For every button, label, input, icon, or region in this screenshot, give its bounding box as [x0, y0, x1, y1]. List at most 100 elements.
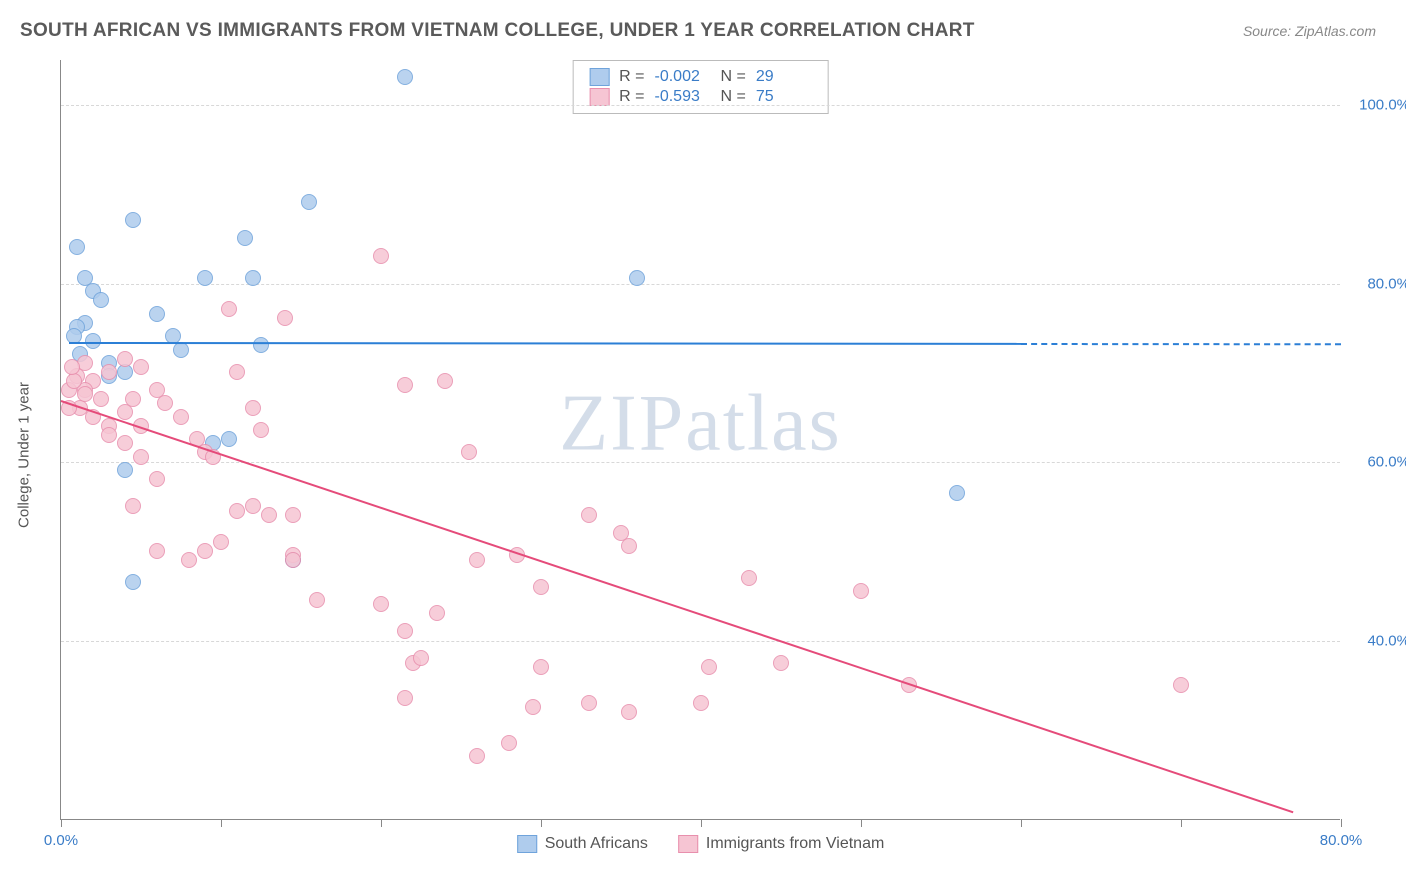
data-point: [533, 659, 549, 675]
data-point: [397, 69, 413, 85]
stat-n-value: 29: [756, 68, 812, 86]
y-tick-label: 100.0%: [1359, 96, 1406, 113]
data-point: [69, 239, 85, 255]
data-point: [213, 534, 229, 550]
swatch-icon: [589, 68, 609, 86]
stats-row: R = -0.002N = 29: [589, 67, 812, 87]
stat-r-label: R =: [619, 88, 644, 106]
chart-title: SOUTH AFRICAN VS IMMIGRANTS FROM VIETNAM…: [20, 20, 975, 42]
tick-x: [541, 819, 542, 827]
stat-r-value: -0.002: [655, 68, 711, 86]
tick-x: [1341, 819, 1342, 827]
y-axis-label: College, Under 1 year: [16, 382, 33, 528]
data-point: [197, 270, 213, 286]
data-point: [133, 449, 149, 465]
data-point: [157, 395, 173, 411]
legend-label: Immigrants from Vietnam: [706, 835, 884, 853]
tick-x: [1181, 819, 1182, 827]
data-point: [853, 583, 869, 599]
data-point: [229, 364, 245, 380]
data-point: [469, 552, 485, 568]
data-point: [621, 538, 637, 554]
stat-r-label: R =: [619, 68, 644, 86]
data-point: [285, 552, 301, 568]
swatch-icon: [589, 88, 609, 106]
trend-line: [69, 342, 1021, 345]
tick-x: [61, 819, 62, 827]
y-tick-label: 40.0%: [1367, 633, 1406, 650]
data-point: [149, 306, 165, 322]
data-point: [581, 507, 597, 523]
data-point: [117, 462, 133, 478]
x-tick-label: 0.0%: [44, 832, 78, 849]
data-point: [229, 503, 245, 519]
data-point: [253, 337, 269, 353]
chart-container: College, Under 1 year ZIPatlas R = -0.00…: [60, 60, 1380, 850]
tick-x: [861, 819, 862, 827]
data-point: [277, 310, 293, 326]
data-point: [285, 507, 301, 523]
data-point: [125, 212, 141, 228]
data-point: [117, 404, 133, 420]
legend-label: South Africans: [545, 835, 648, 853]
data-point: [397, 377, 413, 393]
data-point: [77, 386, 93, 402]
data-point: [101, 364, 117, 380]
data-point: [253, 422, 269, 438]
data-point: [533, 579, 549, 595]
data-point: [701, 659, 717, 675]
data-point: [149, 543, 165, 559]
data-point: [117, 351, 133, 367]
data-point: [429, 605, 445, 621]
data-point: [245, 400, 261, 416]
data-point: [221, 301, 237, 317]
data-point: [301, 194, 317, 210]
data-point: [125, 498, 141, 514]
data-point: [413, 650, 429, 666]
data-point: [437, 373, 453, 389]
tick-x: [701, 819, 702, 827]
swatch-icon: [678, 835, 698, 853]
data-point: [197, 543, 213, 559]
data-point: [237, 230, 253, 246]
data-point: [397, 690, 413, 706]
stats-legend-box: R = -0.002N = 29R = -0.593N = 75: [572, 60, 829, 114]
data-point: [181, 552, 197, 568]
data-point: [397, 623, 413, 639]
trend-line-dashed: [1021, 343, 1341, 345]
data-point: [581, 695, 597, 711]
data-point: [1173, 677, 1189, 693]
tick-x: [221, 819, 222, 827]
legend-item: Immigrants from Vietnam: [678, 835, 884, 853]
data-point: [117, 435, 133, 451]
watermark: ZIPatlas: [559, 379, 842, 470]
stat-n-label: N =: [721, 88, 746, 106]
data-point: [949, 485, 965, 501]
stat-r-value: -0.593: [655, 88, 711, 106]
y-tick-label: 60.0%: [1367, 454, 1406, 471]
data-point: [469, 748, 485, 764]
data-point: [693, 695, 709, 711]
data-point: [93, 391, 109, 407]
data-point: [741, 570, 757, 586]
data-point: [461, 444, 477, 460]
data-point: [85, 333, 101, 349]
data-point: [373, 248, 389, 264]
x-tick-label: 80.0%: [1320, 832, 1363, 849]
gridline-h: [61, 641, 1340, 642]
data-point: [245, 498, 261, 514]
legend-bottom: South Africans Immigrants from Vietnam: [517, 835, 885, 853]
plot-area: ZIPatlas R = -0.002N = 29R = -0.593N = 7…: [60, 60, 1340, 820]
tick-x: [1021, 819, 1022, 827]
data-point: [621, 704, 637, 720]
data-point: [149, 471, 165, 487]
tick-x: [381, 819, 382, 827]
data-point: [309, 592, 325, 608]
data-point: [93, 292, 109, 308]
y-tick-label: 80.0%: [1367, 275, 1406, 292]
swatch-icon: [517, 835, 537, 853]
data-point: [133, 359, 149, 375]
data-point: [261, 507, 277, 523]
data-point: [773, 655, 789, 671]
data-point: [525, 699, 541, 715]
